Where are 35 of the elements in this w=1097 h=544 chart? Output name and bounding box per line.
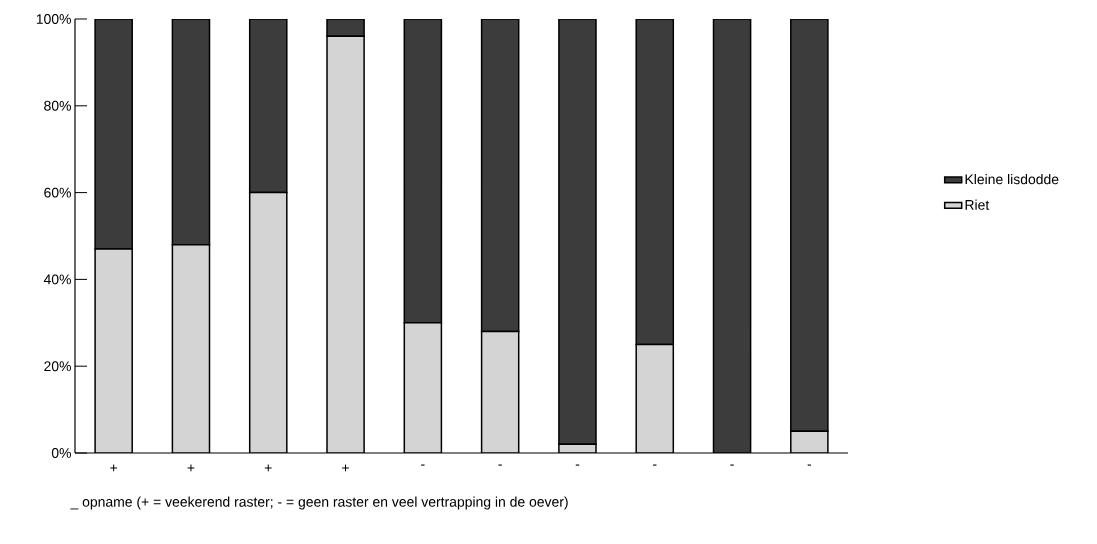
bar (635, 19, 675, 346)
bar (248, 19, 288, 194)
x-axis-title: _ opname (+ = veekerend raster; - = geen raster en veel vertrapping in de oever) (70, 496, 568, 510)
x-tick-label: - (653, 464, 657, 466)
bar (635, 343, 675, 453)
x-tick-label: - (730, 464, 734, 466)
bar (480, 19, 520, 333)
bar (171, 19, 211, 246)
bar (712, 19, 752, 453)
legend-label: Riet (965, 199, 990, 210)
bar (790, 19, 829, 433)
bar (94, 248, 133, 453)
x-tick-label: - (575, 464, 580, 466)
y-tick-label: 100% (36, 14, 71, 24)
x-tick-label: + (264, 464, 272, 472)
bar (248, 191, 288, 453)
bar (403, 19, 443, 324)
legend-label: Kleine lisdodde (965, 174, 1059, 185)
x-tick-label: + (187, 464, 195, 472)
y-tick-label: 0% (51, 448, 71, 458)
bar (94, 19, 133, 250)
x-tick-label: - (807, 464, 812, 466)
y-tick-label: 60% (44, 187, 71, 198)
bar (558, 19, 597, 446)
bar (480, 330, 520, 453)
y-tick-label: 80% (44, 100, 71, 111)
bar (326, 35, 365, 453)
y-tick-label: 40% (43, 274, 71, 285)
bar (403, 322, 443, 453)
x-tick-label: - (421, 464, 425, 466)
x-tick-label: - (498, 464, 502, 466)
x-tick-label: + (110, 464, 118, 472)
y-tick-label: 20% (44, 361, 71, 372)
x-tick-label: + (342, 464, 349, 472)
bar (171, 243, 211, 453)
